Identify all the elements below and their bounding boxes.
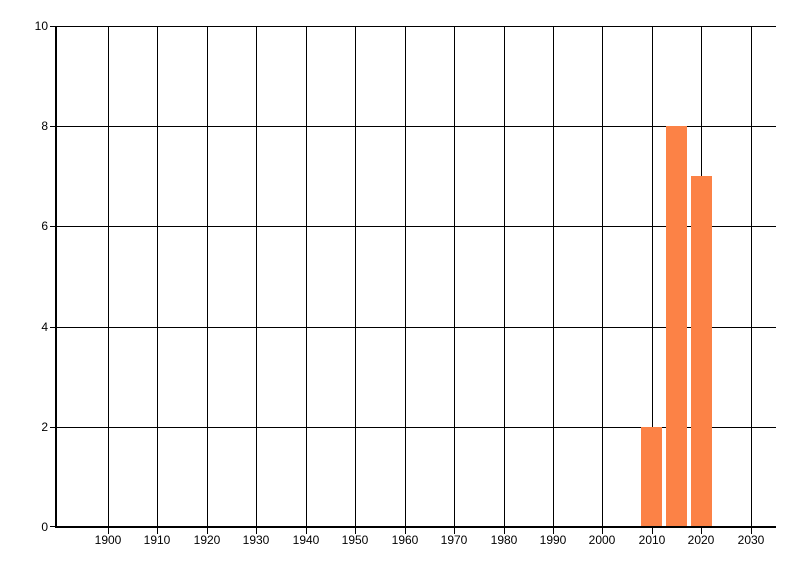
x-tick-label: 1920: [193, 533, 221, 547]
horizontal-gridline: [57, 26, 776, 27]
x-tick-label: 1930: [242, 533, 270, 547]
vertical-gridline: [108, 26, 109, 527]
x-tick-label: 1940: [292, 533, 320, 547]
x-axis-tick: [108, 528, 109, 534]
x-axis-tick: [405, 528, 406, 534]
x-axis-tick: [207, 528, 208, 534]
y-axis-tick: [50, 427, 56, 428]
vertical-gridline: [454, 26, 455, 527]
bar: [691, 176, 712, 527]
y-axis-line: [55, 26, 57, 528]
x-tick-label: 1990: [539, 533, 567, 547]
x-tick-label: 1970: [440, 533, 468, 547]
x-tick-label: 2020: [687, 533, 715, 547]
x-tick-label: 1950: [341, 533, 369, 547]
vertical-gridline: [256, 26, 257, 527]
horizontal-gridline: [57, 226, 776, 227]
y-tick-label: 0: [41, 520, 48, 534]
y-tick-label: 6: [41, 219, 48, 233]
vertical-gridline: [504, 26, 505, 527]
y-axis-tick: [50, 526, 56, 527]
x-tick-label: 2030: [737, 533, 765, 547]
y-tick-label: 2: [41, 420, 48, 434]
x-tick-label: 1980: [490, 533, 518, 547]
x-axis-tick: [701, 528, 702, 534]
y-tick-label: 10: [34, 19, 48, 33]
x-tick-label: 2000: [588, 533, 616, 547]
x-tick-label: 1910: [143, 533, 171, 547]
x-axis-tick: [454, 528, 455, 534]
horizontal-gridline: [57, 327, 776, 328]
vertical-gridline: [602, 26, 603, 527]
vertical-gridline: [157, 26, 158, 527]
x-axis-tick: [602, 528, 603, 534]
x-axis-tick: [504, 528, 505, 534]
y-axis-tick: [50, 126, 56, 127]
x-axis-tick: [751, 528, 752, 534]
vertical-gridline: [355, 26, 356, 527]
vertical-gridline: [207, 26, 208, 527]
horizontal-gridline: [57, 427, 776, 428]
vertical-gridline: [652, 26, 653, 527]
x-axis-tick: [553, 528, 554, 534]
x-tick-label: 1960: [391, 533, 419, 547]
vertical-gridline: [751, 26, 752, 527]
x-axis-tick: [306, 528, 307, 534]
y-tick-label: 4: [41, 320, 48, 334]
bar: [666, 126, 687, 527]
vertical-gridline: [553, 26, 554, 527]
y-axis-tick: [50, 226, 56, 227]
x-axis-tick: [256, 528, 257, 534]
plot-area: 0 2 4 6 8 10 1900 1910 1920 1930 1940 1950 1960 1970 1…: [35, 19, 776, 547]
x-axis-tick: [157, 528, 158, 534]
horizontal-gridline: [57, 126, 776, 127]
vertical-gridline: [306, 26, 307, 527]
y-axis-tick: [50, 26, 56, 27]
vertical-gridline: [405, 26, 406, 527]
x-tick-label: 1900: [94, 533, 122, 547]
x-axis-tick: [652, 528, 653, 534]
x-axis-line: [55, 526, 776, 528]
y-tick-label: 8: [41, 119, 48, 133]
y-axis-tick: [50, 327, 56, 328]
bar: [641, 427, 662, 527]
x-axis-tick: [355, 528, 356, 534]
x-tick-label: 2010: [638, 533, 666, 547]
